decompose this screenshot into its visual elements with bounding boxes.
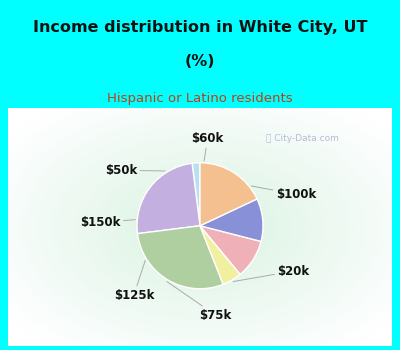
Wedge shape	[192, 163, 200, 226]
Wedge shape	[138, 226, 223, 289]
Text: $20k: $20k	[233, 265, 309, 282]
Wedge shape	[137, 163, 200, 234]
Wedge shape	[200, 226, 240, 284]
Text: $75k: $75k	[167, 282, 232, 322]
Text: $150k: $150k	[80, 216, 135, 229]
Wedge shape	[200, 226, 261, 274]
Text: $50k: $50k	[105, 164, 165, 177]
Text: Income distribution in White City, UT: Income distribution in White City, UT	[33, 20, 367, 35]
Wedge shape	[200, 199, 263, 241]
Text: $125k: $125k	[114, 260, 154, 302]
Text: Hispanic or Latino residents: Hispanic or Latino residents	[107, 92, 293, 105]
Text: (%): (%)	[185, 54, 215, 69]
Text: ⓘ City-Data.com: ⓘ City-Data.com	[266, 134, 339, 143]
Text: $60k: $60k	[192, 132, 224, 161]
Text: $100k: $100k	[251, 186, 316, 201]
Wedge shape	[200, 163, 257, 226]
